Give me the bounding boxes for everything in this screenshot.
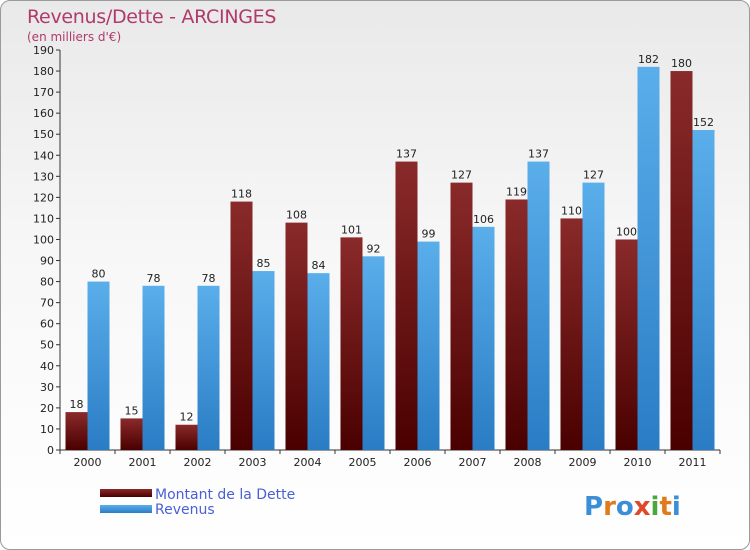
bar-debt: [285, 222, 308, 450]
bar-revenue-label: 137: [528, 148, 549, 161]
y-tick-label: 110: [33, 212, 54, 225]
y-tick-label: 0: [47, 444, 54, 457]
bar-debt-label: 108: [286, 209, 307, 222]
bar-revenue-label: 78: [147, 272, 161, 285]
legend-swatch-revenue: [100, 505, 152, 513]
bar-revenue-label: 84: [312, 259, 326, 272]
bar-debt: [65, 412, 88, 450]
bar-debt: [505, 199, 528, 450]
x-tick-label: 2000: [74, 456, 102, 469]
bar-revenue-label: 127: [583, 169, 604, 182]
x-tick-label: 2009: [569, 456, 597, 469]
x-tick-label: 2001: [129, 456, 157, 469]
bar-debt: [120, 418, 143, 450]
y-tick-label: 90: [40, 255, 54, 268]
bar-revenue: [87, 281, 110, 450]
bar-revenue: [307, 273, 330, 450]
data-labels: 18 80 15 78 12 78 118 85 108 84 101 92 137 99 127 106 11…: [70, 53, 715, 424]
bars: [65, 66, 715, 450]
x-tick-label: 2006: [404, 456, 432, 469]
x-tick-label: 2002: [184, 456, 212, 469]
legend-swatch-debt: [100, 489, 152, 497]
proxiti-logo: Proxiti: [584, 492, 681, 522]
bar-debt-label: 100: [616, 225, 637, 238]
bar-revenue: [142, 285, 165, 450]
y-tick-label: 130: [33, 170, 54, 183]
bar-revenue: [582, 182, 605, 450]
bar-revenue: [252, 271, 275, 450]
bar-debt-label: 137: [396, 148, 417, 161]
bar-revenue: [197, 285, 220, 450]
x-tick-label: 2004: [294, 456, 322, 469]
bar-revenue-label: 99: [422, 228, 436, 241]
y-tick-label: 40: [40, 360, 54, 373]
bar-debt: [450, 182, 473, 450]
y-tick-label: 60: [40, 318, 54, 331]
legend: Montant de la Dette Revenus: [100, 487, 295, 518]
bar-debt-label: 119: [506, 185, 527, 198]
x-tick-label: 2003: [239, 456, 267, 469]
chart-subtitle: (en milliers d'€): [27, 30, 122, 44]
bar-revenue-label: 152: [693, 116, 714, 129]
y-tick-label: 140: [33, 149, 54, 162]
bar-debt: [670, 71, 693, 450]
y-tick-label: 30: [40, 381, 54, 394]
bar-debt: [230, 201, 253, 450]
bar-revenue-label: 85: [257, 257, 271, 270]
y-tick-label: 10: [40, 423, 54, 436]
bar-debt-label: 118: [231, 188, 252, 201]
y-tick-label: 70: [40, 297, 54, 310]
bar-debt: [395, 161, 418, 450]
bar-debt-label: 180: [671, 57, 692, 70]
bar-revenue-label: 78: [202, 272, 216, 285]
bar-debt-label: 110: [561, 204, 582, 217]
bar-debt-label: 12: [180, 411, 194, 424]
y-tick-label: 50: [40, 339, 54, 352]
bar-revenue-label: 80: [92, 268, 106, 281]
legend-label-debt: Montant de la Dette: [155, 487, 295, 503]
y-tick-label: 150: [33, 128, 54, 141]
x-tick-label: 2011: [679, 456, 707, 469]
y-tick-label: 20: [40, 402, 54, 415]
bar-revenue: [637, 66, 660, 450]
x-tick-label: 2008: [514, 456, 542, 469]
x-tick-label: 2005: [349, 456, 377, 469]
bar-revenue: [692, 130, 715, 450]
bar-debt: [340, 237, 363, 450]
bar-debt: [615, 239, 638, 450]
svg-text:Proxiti: Proxiti: [584, 492, 681, 522]
bar-debt-label: 18: [70, 398, 84, 411]
bar-debt: [560, 218, 583, 450]
bar-revenue: [417, 241, 440, 450]
x-tick-label: 2010: [624, 456, 652, 469]
axes: 0 10 20 30 40 50 60 70 80 90 100 110 120 130 140 150 160…: [33, 44, 721, 469]
bar-revenue: [527, 161, 550, 450]
y-tick-label: 190: [33, 44, 54, 57]
y-tick-label: 120: [33, 191, 54, 204]
y-tick-label: 160: [33, 107, 54, 120]
bar-revenue-label: 106: [473, 213, 494, 226]
bar-revenue: [362, 256, 385, 450]
y-tick-label: 100: [33, 233, 54, 246]
bar-debt-label: 101: [341, 223, 362, 236]
legend-label-revenue: Revenus: [155, 502, 215, 518]
bar-debt: [175, 424, 198, 450]
y-tick-label: 180: [33, 65, 54, 78]
bar-revenue-label: 182: [638, 53, 659, 66]
chart-title: Revenus/Dette - ARCINGES: [27, 6, 277, 28]
y-tick-label: 80: [40, 276, 54, 289]
x-tick-label: 2007: [459, 456, 487, 469]
bar-debt-label: 127: [451, 169, 472, 182]
y-tick-label: 170: [33, 86, 54, 99]
bar-debt-label: 15: [125, 404, 139, 417]
bar-revenue: [472, 226, 495, 450]
bar-revenue-label: 92: [367, 242, 381, 255]
